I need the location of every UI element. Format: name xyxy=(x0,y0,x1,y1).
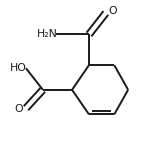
Text: O: O xyxy=(109,7,117,16)
Text: H₂N: H₂N xyxy=(37,29,58,39)
Text: HO: HO xyxy=(10,62,27,73)
Text: O: O xyxy=(15,104,23,114)
